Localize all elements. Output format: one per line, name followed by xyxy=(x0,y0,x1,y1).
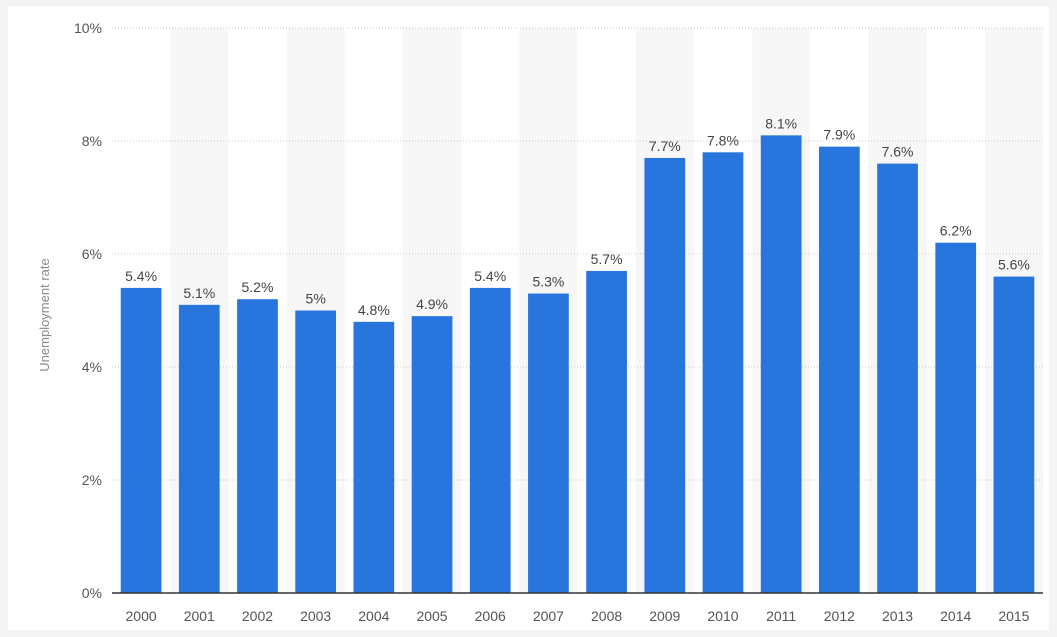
data-label: 7.6% xyxy=(882,144,914,160)
data-label: 6.2% xyxy=(940,223,972,239)
data-labels: 5.4% 5.1% 5.2% 5% 4.8% 4.9% 5.4% 5.3% 5.7% 7.7% 7.… xyxy=(125,115,1030,317)
y-tick-label: 6% xyxy=(82,246,102,262)
x-tick-label: 2011 xyxy=(766,608,796,624)
x-tick-label: 2015 xyxy=(998,608,1029,624)
x-tick-label: 2004 xyxy=(358,608,389,624)
data-label: 5.7% xyxy=(591,251,623,267)
x-tick-label: 2005 xyxy=(416,608,447,624)
data-label: 8.1% xyxy=(765,115,797,131)
x-tick-label: 2008 xyxy=(591,608,622,624)
bar xyxy=(818,146,860,593)
data-label: 5.4% xyxy=(125,268,157,284)
data-label: 5.2% xyxy=(242,279,274,295)
gridlines xyxy=(112,27,1043,481)
bar xyxy=(353,321,395,593)
bar xyxy=(295,310,337,593)
x-tick-label: 2002 xyxy=(242,608,273,624)
x-tick-label: 2014 xyxy=(940,608,971,624)
y-tick-label: 2% xyxy=(82,472,102,488)
y-tick-label: 4% xyxy=(82,359,102,375)
bars xyxy=(120,135,1035,594)
y-axis-title: Unemployment rate xyxy=(37,258,52,371)
x-tick-label: 2010 xyxy=(707,608,738,624)
bar xyxy=(993,276,1035,593)
y-tick-label: 8% xyxy=(82,133,102,149)
bar xyxy=(469,287,511,593)
x-axis-ticks: 2000 2001 2002 2003 2004 2005 2006 2007 2008 2009… xyxy=(126,608,1030,624)
y-tick-label: 10% xyxy=(74,20,102,36)
bar xyxy=(644,157,686,593)
bar xyxy=(120,287,162,593)
bar xyxy=(877,163,918,593)
bar xyxy=(178,304,220,593)
bar xyxy=(760,135,802,593)
bar xyxy=(935,242,977,593)
data-label: 7.8% xyxy=(707,132,739,148)
bar xyxy=(586,270,627,593)
bar-chart: 0%2%4%6%8%10% 2000 2001 2002 2003 2004 2005 20… xyxy=(37,20,1043,624)
y-tick-label: 0% xyxy=(82,585,102,601)
x-tick-label: 2001 xyxy=(184,608,215,624)
data-label: 4.9% xyxy=(416,296,448,312)
data-label: 7.9% xyxy=(823,127,855,143)
bar xyxy=(411,316,453,593)
data-label: 5% xyxy=(306,291,326,307)
bar xyxy=(237,299,278,593)
x-tick-label: 2013 xyxy=(882,608,913,624)
data-label: 5.3% xyxy=(532,274,564,290)
data-label: 5.6% xyxy=(998,257,1030,273)
data-label: 7.7% xyxy=(649,138,681,154)
data-label: 5.1% xyxy=(183,285,215,301)
data-label: 5.4% xyxy=(474,268,506,284)
bar xyxy=(528,293,569,593)
x-tick-label: 2003 xyxy=(300,608,331,624)
x-tick-label: 2012 xyxy=(824,608,855,624)
x-tick-label: 2009 xyxy=(649,608,680,624)
bar xyxy=(702,152,744,594)
y-axis-ticks: 0% 2% 4% 6% 8% 10% xyxy=(74,20,102,601)
x-tick-label: 2006 xyxy=(475,608,506,624)
x-tick-label: 2000 xyxy=(126,608,157,624)
chart-frame: 0% 2% 4% 6% 8% 10% 2000 2001 2002 2003 2004 2005 20… xyxy=(8,6,1049,630)
data-label: 4.8% xyxy=(358,302,390,318)
x-tick-label: 2007 xyxy=(533,608,564,624)
